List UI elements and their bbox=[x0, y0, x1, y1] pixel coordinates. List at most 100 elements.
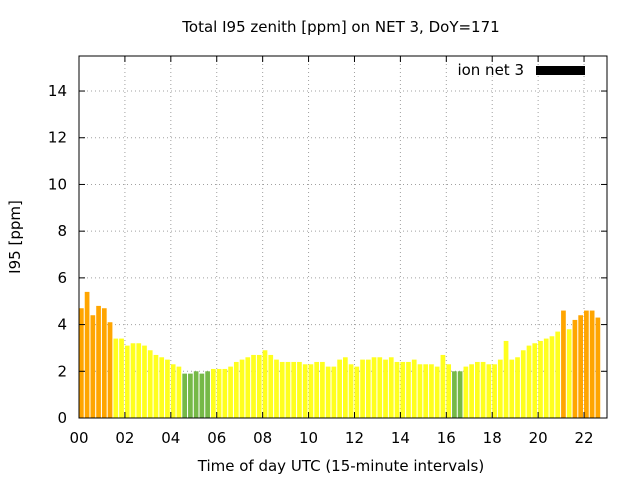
bar bbox=[446, 364, 452, 418]
x-tick-label: 14 bbox=[391, 429, 410, 447]
bar bbox=[354, 366, 360, 418]
bar bbox=[274, 359, 279, 418]
bar bbox=[320, 361, 325, 418]
bar bbox=[205, 371, 210, 418]
bar bbox=[429, 364, 434, 418]
bar bbox=[566, 329, 572, 418]
bar bbox=[96, 305, 101, 418]
bar bbox=[360, 359, 365, 418]
bar bbox=[595, 317, 601, 418]
bar bbox=[182, 373, 188, 418]
x-tick-labels: 00 02 04 06 08 10 12 14 16 18 20 22 bbox=[69, 429, 593, 447]
bar bbox=[371, 357, 377, 418]
x-tick-label: 02 bbox=[115, 429, 134, 447]
grid bbox=[79, 56, 607, 418]
bar bbox=[285, 361, 291, 418]
bar bbox=[256, 354, 262, 418]
y-tick-label: 4 bbox=[57, 316, 67, 334]
x-axis-label: Time of day UTC (15-minute intervals) bbox=[197, 457, 484, 475]
bar bbox=[497, 359, 503, 418]
bar bbox=[337, 359, 342, 418]
bar bbox=[394, 361, 400, 418]
bar bbox=[79, 308, 84, 418]
bar bbox=[348, 364, 354, 418]
x-tick-label: 04 bbox=[161, 429, 180, 447]
bar bbox=[543, 338, 549, 418]
legend: ion net 3 bbox=[457, 61, 585, 79]
y-tick-labels: 0 2 4 6 8 10 12 14 bbox=[48, 82, 67, 427]
bar bbox=[124, 345, 130, 418]
bar bbox=[279, 361, 285, 418]
legend-label: ion net 3 bbox=[457, 61, 524, 79]
x-tick-label: 10 bbox=[299, 429, 318, 447]
bar bbox=[268, 354, 274, 418]
bar bbox=[245, 357, 251, 418]
bar bbox=[302, 364, 308, 418]
x-tick-label: 22 bbox=[574, 429, 593, 447]
bar bbox=[434, 366, 440, 418]
bar bbox=[165, 359, 170, 418]
bar bbox=[538, 340, 543, 418]
bar bbox=[572, 319, 578, 418]
x-tick-label: 08 bbox=[253, 429, 272, 447]
bar bbox=[343, 357, 348, 418]
bar bbox=[365, 359, 371, 418]
bar bbox=[291, 361, 297, 418]
chart-title: Total I95 zenith [ppm] on NET 3, DoY=171 bbox=[181, 18, 499, 36]
bar bbox=[526, 345, 532, 418]
plot-frame bbox=[78, 55, 608, 419]
bar bbox=[549, 336, 555, 418]
bar bbox=[589, 310, 595, 418]
bar bbox=[331, 366, 337, 418]
bar bbox=[417, 364, 423, 418]
bar bbox=[411, 359, 417, 418]
bar bbox=[440, 354, 446, 418]
y-tick-label: 0 bbox=[57, 409, 67, 427]
bar bbox=[119, 338, 124, 418]
bar bbox=[406, 361, 411, 418]
bar bbox=[423, 364, 429, 418]
bar bbox=[503, 340, 509, 418]
bar bbox=[532, 343, 538, 418]
bar bbox=[509, 359, 515, 418]
x-tick-label: 16 bbox=[437, 429, 456, 447]
bar bbox=[251, 354, 256, 418]
bar bbox=[561, 310, 566, 418]
bar bbox=[211, 368, 216, 418]
bar bbox=[101, 308, 107, 418]
legend-swatch bbox=[536, 66, 585, 75]
bar bbox=[262, 350, 268, 418]
bar bbox=[153, 354, 159, 418]
bar bbox=[188, 373, 193, 418]
bar bbox=[113, 338, 119, 418]
y-tick-label: 12 bbox=[48, 129, 67, 147]
y-tick-label: 8 bbox=[57, 222, 67, 240]
bar bbox=[555, 331, 561, 418]
bar bbox=[297, 361, 302, 418]
bar bbox=[400, 361, 406, 418]
bar bbox=[176, 366, 182, 418]
bar bbox=[239, 359, 245, 418]
bar bbox=[216, 368, 222, 418]
bar bbox=[314, 361, 320, 418]
bar bbox=[452, 371, 457, 418]
y-tick-label: 10 bbox=[48, 175, 67, 193]
bar bbox=[578, 315, 584, 418]
x-tick-label: 18 bbox=[483, 429, 502, 447]
bar bbox=[388, 357, 394, 418]
bar bbox=[475, 361, 480, 418]
bar bbox=[457, 371, 463, 418]
bar bbox=[469, 364, 474, 418]
bar bbox=[584, 310, 589, 418]
y-axis-label: I95 [ppm] bbox=[6, 200, 24, 274]
bar bbox=[377, 357, 383, 418]
bar bbox=[383, 359, 388, 418]
bar bbox=[515, 357, 520, 418]
bar bbox=[159, 357, 165, 418]
bar bbox=[107, 322, 113, 418]
x-tick-label: 12 bbox=[345, 429, 364, 447]
bar bbox=[130, 343, 136, 418]
y-tick-label: 14 bbox=[48, 82, 67, 100]
bar bbox=[90, 315, 96, 418]
